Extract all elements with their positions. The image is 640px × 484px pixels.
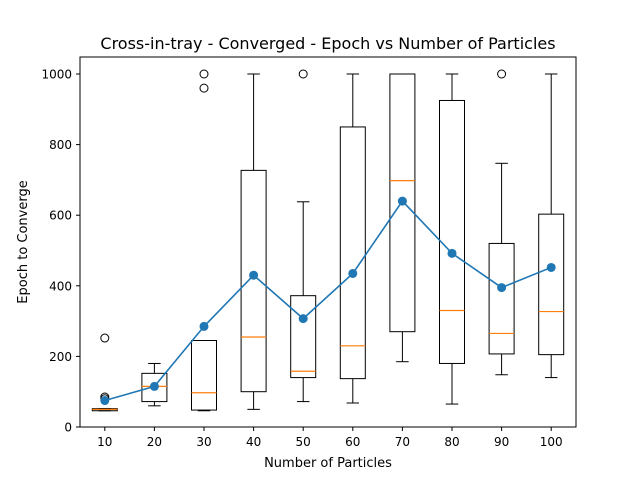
box-iqr [389, 73, 416, 333]
y-axis-label: Epoch to Converge [16, 180, 31, 303]
x-tick-label: 70 [395, 435, 410, 449]
box-iqr [439, 99, 465, 364]
y-tick-label: 400 [49, 279, 72, 293]
box-iqr [290, 295, 317, 379]
y-tick-label: 1000 [41, 68, 72, 82]
x-tick-label: 10 [97, 435, 112, 449]
y-tick-label: 200 [49, 350, 72, 364]
x-tick-label: 20 [147, 435, 162, 449]
mean-point [348, 268, 358, 278]
box-iqr [339, 126, 366, 380]
box-iqr [488, 242, 515, 355]
box-iqr [240, 169, 267, 393]
chart-title: Cross-in-tray - Converged - Epoch vs Num… [100, 34, 555, 53]
mean-point [447, 248, 457, 258]
x-tick-label: 40 [246, 435, 261, 449]
box-iqr [191, 340, 217, 411]
x-tick-label: 60 [345, 435, 360, 449]
mean-point [199, 321, 209, 331]
mean-point [249, 270, 259, 280]
mean-series-line [104, 199, 552, 402]
y-tick-label: 0 [64, 421, 72, 435]
x-tick-label: 90 [494, 435, 509, 449]
mean-point [100, 396, 110, 406]
x-tick-label: 100 [540, 435, 563, 449]
outlier-point [199, 83, 209, 93]
x-tick-label: 50 [296, 435, 311, 449]
x-tick-label: 80 [444, 435, 459, 449]
plot-area: 0 200 400 600 800 1000 10 20 30 40 50 60 70 80 90 100 [41, 56, 577, 449]
mean-point [397, 196, 407, 206]
outlier-point [497, 69, 507, 79]
outlier-point [100, 333, 110, 343]
box-iqr [141, 372, 168, 403]
y-tick-label: 600 [49, 209, 72, 223]
x-tick-label: 30 [196, 435, 211, 449]
box-iqr [538, 213, 565, 356]
x-axis-label: Number of Particles [264, 456, 392, 471]
mean-point [497, 283, 507, 293]
mean-point [149, 381, 159, 391]
outlier-point [298, 69, 308, 79]
mean-point [546, 262, 556, 272]
outlier-point [199, 69, 209, 79]
mean-point [298, 314, 308, 324]
y-tick-label: 800 [49, 138, 72, 152]
plot-frame [79, 56, 577, 428]
